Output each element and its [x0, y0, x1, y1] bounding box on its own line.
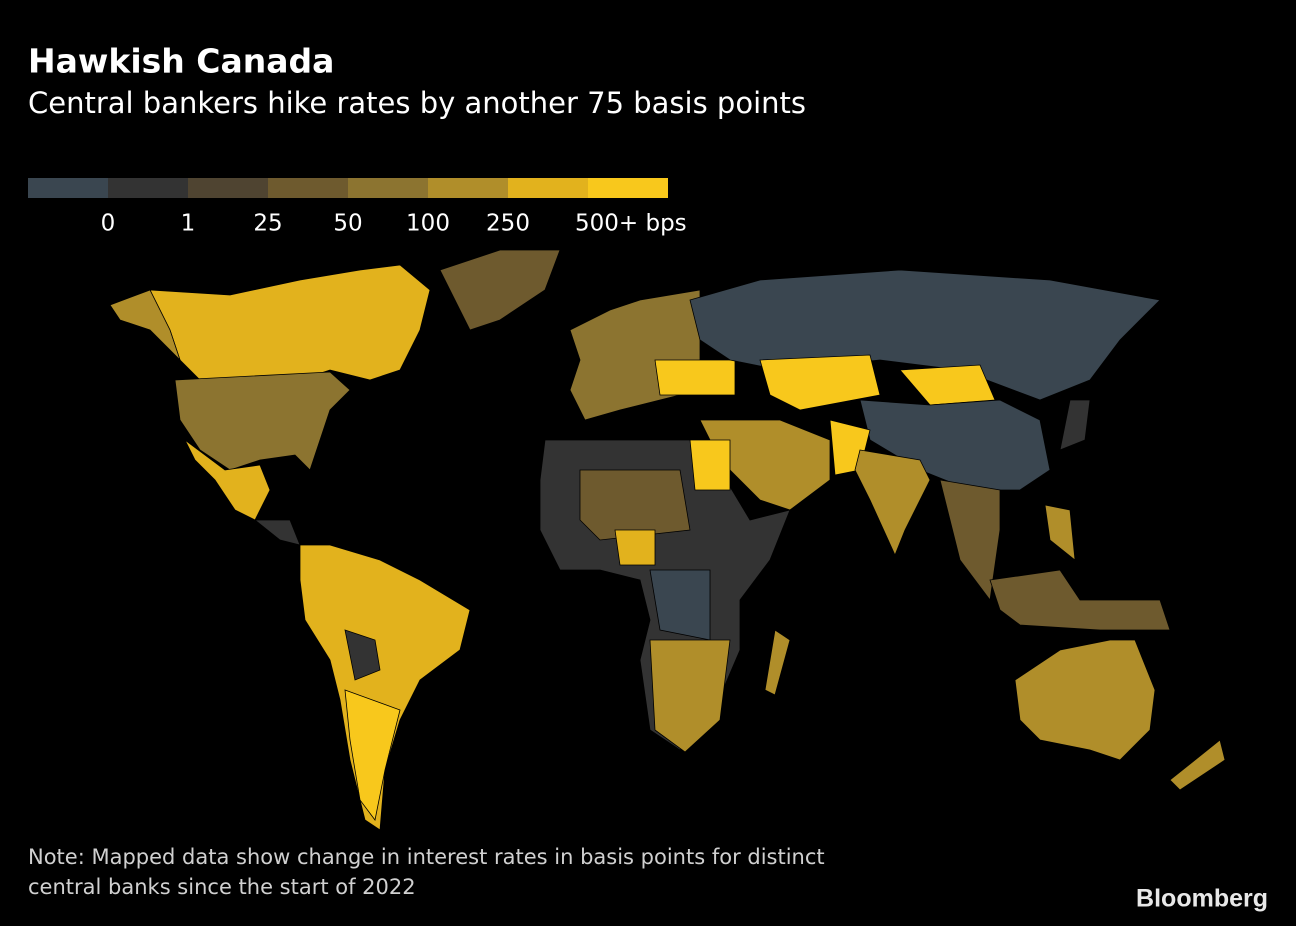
- legend-label: 25: [253, 211, 282, 237]
- legend: 0 1 25 50 100 250 500+ bps: [28, 178, 687, 237]
- legend-swatch: [428, 178, 508, 198]
- egypt: [689, 439, 731, 491]
- note-line: Note: Mapped data show change in interes…: [28, 845, 825, 869]
- legend-label: 0: [101, 211, 116, 237]
- japan: [1059, 399, 1091, 451]
- title: Hawkish Canada: [28, 42, 334, 81]
- russia: [689, 269, 1161, 401]
- australia: [1014, 639, 1156, 761]
- sahel: [579, 469, 691, 541]
- greenland: [439, 249, 561, 331]
- southern-africa: [649, 639, 731, 753]
- legend-swatch: [588, 178, 668, 198]
- subtitle: Central bankers hike rates by another 75…: [28, 86, 806, 120]
- legend-swatch: [188, 178, 268, 198]
- indonesia: [989, 569, 1171, 631]
- legend-swatch: [268, 178, 348, 198]
- argentina: [344, 689, 401, 821]
- india: [854, 449, 931, 557]
- map: [109, 249, 1226, 831]
- legend-label: 1: [181, 211, 196, 237]
- china: [859, 399, 1051, 491]
- alaska: [109, 289, 181, 361]
- nigeria: [614, 529, 656, 566]
- philippines: [1044, 504, 1076, 561]
- usa: [174, 371, 351, 471]
- legend-swatch: [28, 178, 108, 198]
- legend-label: 250: [486, 211, 530, 237]
- madagascar: [764, 629, 791, 696]
- source: Bloomberg: [1136, 885, 1268, 913]
- legend-swatch: [108, 178, 188, 198]
- new-zealand: [1169, 739, 1226, 791]
- ukraine: [654, 359, 736, 396]
- southeast-asia: [939, 479, 1001, 602]
- note-line: central banks since the start of 2022: [28, 875, 416, 899]
- canada: [149, 264, 431, 381]
- legend-swatch: [508, 178, 588, 198]
- legend-swatch: [348, 178, 428, 198]
- legend-label: 100: [406, 211, 450, 237]
- kazakhstan: [759, 354, 881, 411]
- legend-label: 50: [333, 211, 362, 237]
- legend-label: 500+ bps: [575, 211, 687, 237]
- bolivia: [344, 629, 381, 681]
